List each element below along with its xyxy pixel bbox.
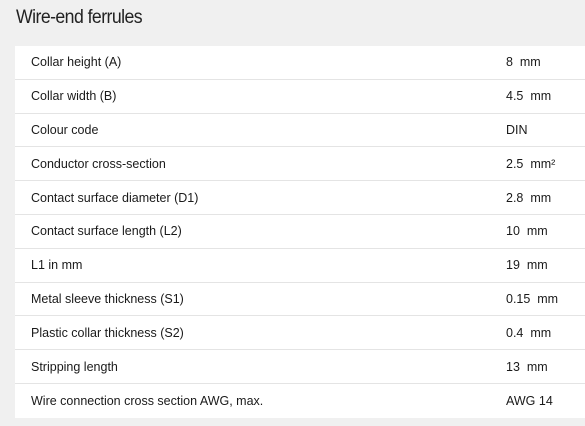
spec-label: Colour code: [31, 122, 99, 137]
spec-label: Collar height (A): [31, 55, 122, 70]
spec-value: 13 mm: [506, 359, 548, 374]
spec-value: DIN: [506, 122, 528, 137]
spec-value: 2.8 mm: [506, 190, 552, 205]
spec-label: Collar width (B): [31, 89, 117, 104]
spec-value: 8 mm: [506, 55, 541, 70]
spec-value: 0.15 mm: [506, 291, 559, 306]
spec-row: Contact surface diameter (D1) 2.8 mm: [15, 181, 585, 215]
spec-label: Conductor cross-section: [31, 156, 166, 171]
spec-row: Wire connection cross section AWG, max. A…: [15, 384, 585, 418]
spec-row: L1 in mm 19 mm: [15, 249, 585, 283]
spec-row: Metal sleeve thickness (S1) 0.15 mm: [15, 283, 585, 317]
spec-table: Collar height (A) 8 mm Collar width (B) 4.5…: [15, 46, 585, 418]
spec-label: Contact surface diameter (D1): [31, 190, 199, 205]
spec-label: Contact surface length (L2): [31, 224, 182, 239]
spec-label: Stripping length: [31, 359, 118, 374]
spec-label: L1 in mm: [31, 258, 83, 273]
spec-row: Collar height (A) 8 mm: [15, 46, 585, 80]
spec-value: 2.5 mm²: [506, 156, 556, 171]
spec-row: Plastic collar thickness (S2) 0.4 mm: [15, 316, 585, 351]
spec-row: Collar width (B) 4.5 mm: [15, 80, 585, 114]
spec-row: Contact surface length (L2) 10 mm: [15, 215, 585, 249]
spec-value: 19 mm: [506, 258, 548, 273]
spec-value: 10 mm: [506, 224, 548, 239]
spec-value: 0.4 mm: [506, 325, 552, 340]
spec-value: 4.5 mm: [506, 89, 552, 104]
page-title: Wire-end ferrules: [16, 7, 143, 28]
spec-label: Metal sleeve thickness (S1): [31, 291, 184, 306]
spec-label: Wire connection cross section AWG, max.: [31, 393, 264, 408]
spec-label: Plastic collar thickness (S2): [31, 325, 184, 340]
spec-row: Colour code DIN: [15, 114, 585, 148]
spec-value: AWG 14: [506, 393, 553, 408]
spec-row: Stripping length 13 mm: [15, 350, 585, 384]
spec-row: Conductor cross-section 2.5 mm²: [15, 147, 585, 182]
